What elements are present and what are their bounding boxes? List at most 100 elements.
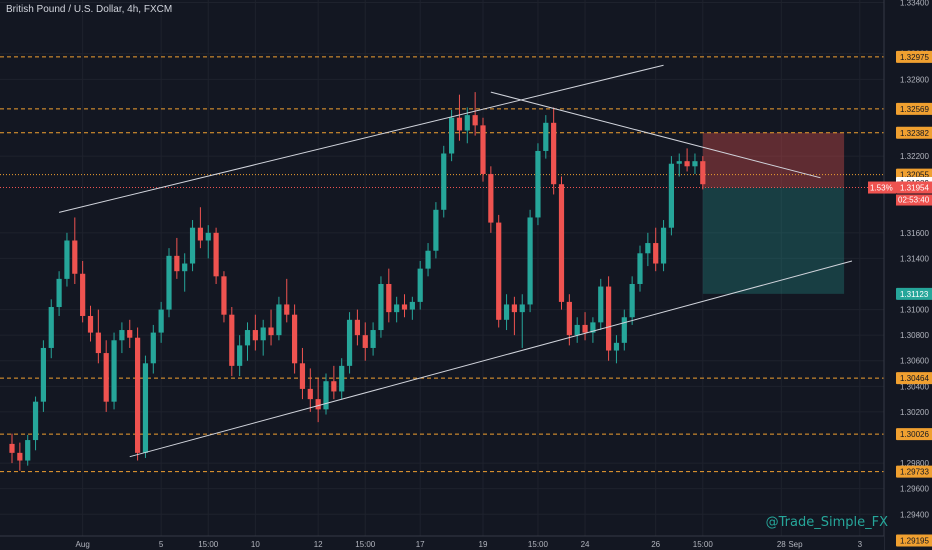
candle-body bbox=[260, 327, 266, 341]
candle-body bbox=[292, 314, 298, 364]
candle-body bbox=[692, 161, 698, 167]
level-badge-bg bbox=[896, 534, 932, 547]
candle-body bbox=[72, 240, 78, 274]
candle-body bbox=[645, 243, 651, 254]
level-badge-bg bbox=[896, 428, 932, 441]
time-tick-label: Sep bbox=[788, 540, 803, 549]
time-tick-label: 12 bbox=[314, 540, 323, 549]
candle-body bbox=[386, 283, 392, 313]
candle-body bbox=[535, 150, 541, 218]
candle-body bbox=[197, 227, 203, 241]
candle-body bbox=[307, 388, 313, 400]
level-badge: 1.32975 bbox=[900, 53, 929, 62]
price-tick-label: 1.33400 bbox=[900, 0, 929, 8]
candle-body bbox=[613, 342, 620, 351]
candle-body bbox=[174, 255, 180, 272]
candle-body bbox=[268, 327, 274, 336]
candle-body bbox=[237, 345, 243, 366]
level-badge: 1.30464 bbox=[900, 374, 929, 383]
target-badge-bg bbox=[896, 287, 932, 300]
candle-body bbox=[378, 283, 384, 331]
candle-body bbox=[676, 161, 682, 164]
candle-body bbox=[449, 117, 455, 154]
time-tick-label: 17 bbox=[416, 540, 425, 549]
level-badge: 1.30026 bbox=[900, 430, 929, 439]
candle-body bbox=[464, 115, 470, 131]
candle-body bbox=[95, 332, 101, 354]
candle-body bbox=[189, 227, 196, 264]
candle-body bbox=[346, 319, 353, 366]
candle-body bbox=[425, 250, 431, 269]
time-tick-label: 5 bbox=[159, 540, 164, 549]
candle-body bbox=[56, 278, 62, 308]
candle-body bbox=[543, 122, 549, 151]
candles bbox=[9, 92, 706, 471]
candle-body bbox=[629, 283, 635, 318]
candle-body bbox=[9, 443, 15, 453]
candle-body bbox=[213, 232, 219, 277]
candle-body bbox=[40, 347, 46, 402]
candle-body bbox=[135, 337, 141, 453]
candle-body bbox=[103, 353, 109, 402]
candle-body bbox=[503, 304, 510, 320]
candle-body bbox=[323, 381, 329, 410]
candle-body bbox=[252, 330, 258, 341]
level-badge: 1.29733 bbox=[900, 468, 929, 477]
time-tick-label: Aug bbox=[76, 540, 90, 549]
target-badge: 1.31123 bbox=[900, 290, 929, 299]
price-tick-label: 1.30800 bbox=[900, 331, 929, 340]
price-tick-label: 1.29800 bbox=[900, 459, 929, 468]
candle-body bbox=[221, 276, 227, 315]
candle-body bbox=[150, 332, 156, 364]
candle-body bbox=[511, 304, 517, 313]
level-badge: 1.29195 bbox=[900, 536, 929, 545]
candle-body bbox=[299, 363, 306, 389]
time-tick-label: 15:00 bbox=[198, 540, 219, 549]
time-axis[interactable]: Aug 5 15:00 10 12 15:00 17 19 15:00 24 26 15:00 28 3 S… bbox=[0, 535, 884, 550]
price-tick-label: 1.30200 bbox=[900, 408, 929, 417]
trendline bbox=[490, 91, 821, 179]
candle-body bbox=[574, 324, 580, 336]
price-tick-label: 1.30400 bbox=[900, 382, 929, 391]
candle-body bbox=[527, 217, 533, 305]
candle-body bbox=[472, 115, 478, 126]
position-tool[interactable] bbox=[702, 132, 845, 294]
level-badge-bg bbox=[896, 126, 932, 139]
candle-body bbox=[111, 340, 117, 402]
candle-body bbox=[653, 243, 659, 264]
level-badge-bg bbox=[896, 372, 932, 385]
candle-body bbox=[433, 209, 439, 251]
candle-body bbox=[519, 304, 525, 313]
price-tick-label: 1.31000 bbox=[900, 306, 929, 315]
watermark: @Trade_Simple_FX bbox=[765, 515, 888, 530]
target-zone bbox=[702, 187, 845, 294]
candle-body bbox=[684, 161, 690, 167]
trendline bbox=[129, 260, 853, 458]
candle-body bbox=[606, 286, 612, 351]
time-axis-bg bbox=[0, 536, 884, 550]
level-badge-bg bbox=[896, 465, 932, 478]
candle-body bbox=[598, 286, 604, 323]
candle-body bbox=[488, 173, 494, 223]
time-tick-label: 19 bbox=[479, 540, 488, 549]
candle-body bbox=[401, 304, 408, 310]
candle-body bbox=[551, 122, 557, 185]
candle-body bbox=[566, 301, 572, 336]
candle-body bbox=[25, 440, 31, 461]
candle-body bbox=[700, 161, 706, 185]
time-tick-label: 15:00 bbox=[528, 540, 549, 549]
candle-body bbox=[582, 324, 588, 333]
candle-body bbox=[660, 227, 667, 264]
level-badge: 1.32382 bbox=[900, 129, 929, 138]
level-badge-bg bbox=[896, 102, 932, 115]
candle-body bbox=[315, 399, 321, 410]
candle-body bbox=[87, 315, 94, 333]
price-tick-label: 1.32200 bbox=[900, 152, 929, 161]
candle-body bbox=[558, 184, 565, 302]
price-axis[interactable]: 1.334001.330001.328001.322001.316001.314… bbox=[868, 0, 932, 550]
time-tick-label: 3 bbox=[858, 540, 863, 549]
candle-body bbox=[362, 335, 368, 348]
trendlines[interactable] bbox=[58, 64, 853, 458]
